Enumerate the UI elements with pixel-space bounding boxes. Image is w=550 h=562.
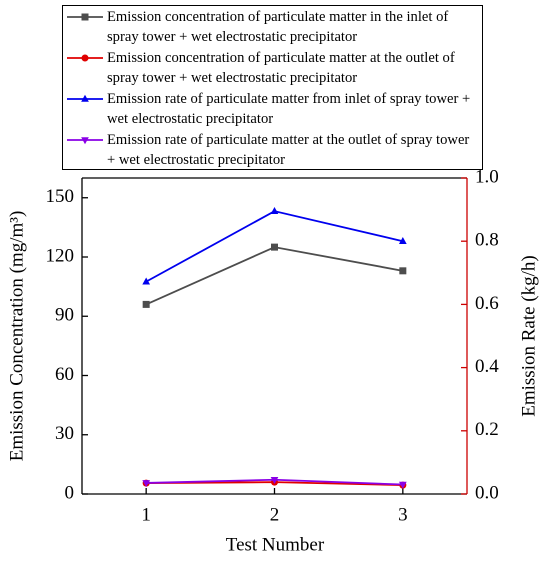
x-tick-label: 3 [398, 504, 408, 525]
legend-label: Emission rate of particulate matter from… [107, 91, 471, 127]
x-axis-label: Test Number [226, 534, 325, 555]
marker [270, 476, 279, 484]
y-tick-label: 60 [55, 364, 74, 385]
y2-tick-label: 1.0 [475, 166, 499, 187]
legend-swatch [67, 13, 103, 21]
y2-tick-label: 0.6 [475, 293, 499, 314]
y2-axis-label: Emission Rate (kg/h) [518, 255, 539, 416]
legend-swatch [67, 137, 103, 145]
legend-swatch [67, 54, 103, 62]
legend-item: Emission rate of particulate matter at t… [63, 130, 479, 170]
y-tick-label: 90 [55, 305, 74, 326]
legend-item: Emission concentration of particulate ma… [63, 48, 479, 88]
marker [270, 206, 279, 214]
marker [81, 54, 89, 62]
marker [271, 243, 278, 251]
y-tick-label: 30 [55, 423, 74, 444]
marker [398, 481, 407, 489]
y2-tick-label: 0.0 [475, 482, 499, 503]
series-line [145, 246, 403, 306]
legend-item: Emission concentration of particulate ma… [63, 7, 479, 47]
legend: Emission concentration of particulate ma… [62, 5, 483, 170]
y-tick-label: 120 [46, 245, 75, 266]
marker [399, 267, 407, 275]
legend-label: Emission rate of particulate matter at t… [107, 132, 470, 168]
legend-swatch [67, 94, 103, 102]
marker [81, 13, 89, 21]
legend-label: Emission concentration of particulate ma… [107, 50, 455, 86]
legend-label: Emission concentration of particulate ma… [107, 9, 449, 45]
y2-tick-label: 0.8 [475, 230, 499, 251]
y-tick-label: 150 [46, 186, 75, 207]
y-tick-label: 0 [65, 482, 75, 503]
legend-item: Emission rate of particulate matter from… [63, 89, 479, 129]
y2-tick-label: 0.2 [475, 419, 499, 440]
x-tick-label: 2 [270, 504, 280, 525]
marker [81, 94, 89, 102]
y2-tick-label: 0.4 [475, 356, 499, 377]
y-axis-label: Emission Concentration (mg/m³) [6, 211, 27, 462]
x-tick-label: 1 [141, 504, 151, 525]
marker [142, 277, 151, 285]
marker [398, 237, 407, 244]
marker [142, 480, 151, 488]
marker [81, 137, 89, 145]
marker [142, 300, 150, 308]
